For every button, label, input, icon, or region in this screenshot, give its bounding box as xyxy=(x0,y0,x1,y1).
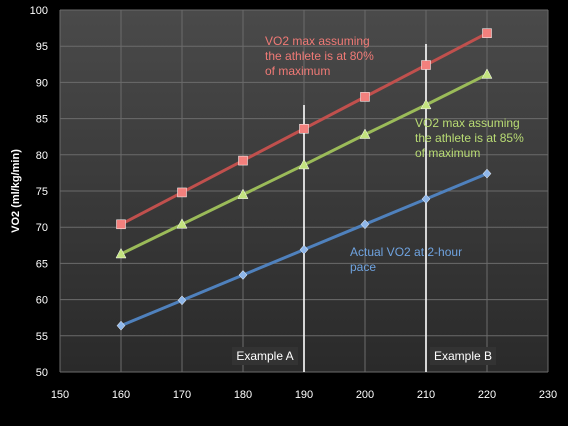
reference-label: Example B xyxy=(434,349,492,363)
y-tick-label: 60 xyxy=(36,295,48,307)
x-tick-label: 190 xyxy=(295,389,313,401)
series-label-line: of maximum xyxy=(415,146,480,160)
data-point-square xyxy=(117,220,126,229)
data-point-square xyxy=(483,29,492,38)
x-tick-label: 160 xyxy=(112,389,130,401)
y-tick-label: 85 xyxy=(36,114,48,126)
series-label-line: Actual VO2 at 2-hour xyxy=(350,245,462,259)
y-tick-label: 65 xyxy=(36,258,48,270)
y-tick-label: 70 xyxy=(36,222,48,234)
x-tick-label: 210 xyxy=(417,389,435,401)
data-point-square xyxy=(239,156,248,165)
y-tick-label: 75 xyxy=(36,186,48,198)
series-label-line: the athlete is at 85% xyxy=(415,131,524,145)
y-axis-title: VO2 (ml/kg/min) xyxy=(10,149,22,233)
data-point-square xyxy=(178,188,187,197)
x-tick-label: 180 xyxy=(234,389,252,401)
data-point-square xyxy=(361,92,370,101)
x-tick-label: 220 xyxy=(478,389,496,401)
x-tick-label: 200 xyxy=(356,389,374,401)
reference-label: Example A xyxy=(236,349,293,363)
series-label-line: the athlete is at 80% xyxy=(265,49,374,63)
series-label-line: VO2 max assuming xyxy=(265,34,370,48)
y-tick-label: 95 xyxy=(36,41,48,53)
y-tick-label: 55 xyxy=(36,331,48,343)
data-point-square xyxy=(422,61,431,70)
data-point-square xyxy=(300,124,309,133)
y-tick-label: 100 xyxy=(30,5,48,17)
y-tick-label: 80 xyxy=(36,150,48,162)
x-tick-label: 230 xyxy=(539,389,557,401)
x-tick-label: 170 xyxy=(173,389,191,401)
series-label-line: of maximum xyxy=(265,64,330,78)
x-tick-label: 150 xyxy=(51,389,69,401)
y-tick-label: 90 xyxy=(36,77,48,89)
series-label-line: pace xyxy=(350,260,376,274)
y-tick-label: 50 xyxy=(36,367,48,379)
series-label-line: VO2 max assuming xyxy=(415,116,520,130)
